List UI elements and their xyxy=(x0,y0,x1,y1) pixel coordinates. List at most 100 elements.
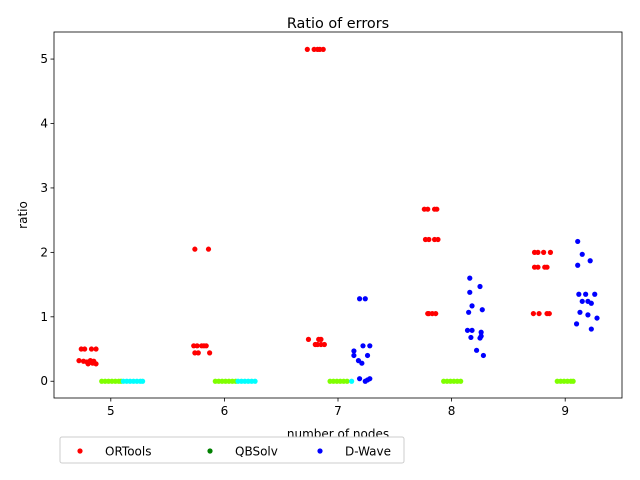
data-point xyxy=(433,310,439,317)
data-point xyxy=(573,321,580,327)
data-point xyxy=(320,46,326,52)
data-point xyxy=(579,298,585,304)
data-point xyxy=(536,310,542,317)
legend-label: ORTools xyxy=(105,445,151,459)
y-axis-label: ratio xyxy=(16,201,30,229)
legend-label: QBSolv xyxy=(235,445,278,459)
data-point xyxy=(570,378,576,384)
data-point xyxy=(541,249,547,255)
data-point xyxy=(583,291,589,297)
data-point xyxy=(356,296,363,302)
data-point xyxy=(194,343,200,349)
data-point xyxy=(426,236,432,243)
data-point xyxy=(469,327,475,333)
y-tick-label: 1 xyxy=(40,310,48,324)
data-point xyxy=(477,283,483,290)
legend-marker xyxy=(317,448,323,454)
legend: ORTools QBSolv D-Wave xyxy=(59,436,405,464)
data-point xyxy=(530,310,536,317)
data-point xyxy=(321,341,327,348)
data-point xyxy=(305,336,312,342)
data-point xyxy=(535,264,541,270)
data-point xyxy=(579,251,585,257)
data-point xyxy=(468,334,474,341)
y-tick-label: 4 xyxy=(40,117,48,131)
data-point xyxy=(351,352,357,359)
data-point xyxy=(588,326,594,332)
data-point xyxy=(140,378,146,384)
data-point xyxy=(356,376,363,382)
data-point xyxy=(349,378,355,384)
x-tick-label: 5 xyxy=(107,404,115,418)
data-point xyxy=(362,296,368,302)
data-point xyxy=(466,309,472,315)
x-tick-label: 7 xyxy=(334,404,342,418)
data-point xyxy=(93,361,99,367)
legend-label: D-Wave xyxy=(345,445,391,459)
data-point xyxy=(203,343,209,349)
data-point xyxy=(304,46,310,52)
plot-area-frame xyxy=(53,31,623,399)
data-point xyxy=(425,206,431,212)
data-point xyxy=(544,264,550,270)
data-point xyxy=(85,361,91,367)
legend-marker xyxy=(207,448,213,454)
chart-title: Ratio of errors xyxy=(287,16,389,32)
data-point xyxy=(535,249,541,255)
data-point xyxy=(367,376,373,382)
data-point xyxy=(478,333,484,339)
data-point xyxy=(576,291,582,297)
data-point xyxy=(195,350,201,356)
data-point xyxy=(192,246,198,252)
data-point xyxy=(587,258,593,264)
data-point xyxy=(467,289,473,295)
data-point xyxy=(469,303,475,309)
data-point xyxy=(478,329,484,335)
y-tick-label: 0 xyxy=(40,374,48,388)
data-point xyxy=(464,327,471,333)
data-point xyxy=(434,206,440,212)
data-point xyxy=(359,360,365,366)
data-point xyxy=(82,346,88,352)
data-point xyxy=(364,352,371,359)
legend-frame xyxy=(59,436,405,464)
data-point xyxy=(351,348,357,354)
series-points xyxy=(76,46,554,367)
x-tick-label: 9 xyxy=(561,404,569,418)
data-point xyxy=(205,246,212,252)
series-points xyxy=(351,238,600,384)
y-tick-label: 5 xyxy=(40,52,48,66)
data-points xyxy=(76,46,600,384)
data-point xyxy=(479,307,485,313)
data-point xyxy=(592,291,598,297)
x-axis: 5 6 7 8 9 xyxy=(107,398,569,418)
data-point xyxy=(367,343,373,349)
legend-marker xyxy=(77,448,83,454)
y-tick-label: 2 xyxy=(40,245,48,259)
data-point xyxy=(93,346,99,352)
data-point xyxy=(76,358,82,364)
data-point xyxy=(344,378,350,384)
x-tick-label: 8 xyxy=(448,404,456,418)
data-point xyxy=(473,347,480,353)
y-axis: 0 1 2 3 4 5 xyxy=(40,52,54,388)
series-points xyxy=(99,378,576,384)
data-point xyxy=(575,262,581,268)
data-point xyxy=(458,378,464,384)
data-point xyxy=(480,352,487,359)
data-point xyxy=(88,346,95,352)
y-tick-label: 3 xyxy=(40,181,48,195)
data-point xyxy=(547,249,554,255)
x-tick-label: 6 xyxy=(221,404,229,418)
data-point xyxy=(360,343,366,349)
data-point xyxy=(435,236,441,243)
data-point xyxy=(594,315,600,321)
data-point xyxy=(546,310,552,317)
data-point xyxy=(252,378,258,384)
data-point xyxy=(318,336,324,342)
data-point xyxy=(588,300,594,306)
data-point xyxy=(585,312,591,318)
data-point xyxy=(207,350,213,356)
data-point xyxy=(575,238,581,245)
